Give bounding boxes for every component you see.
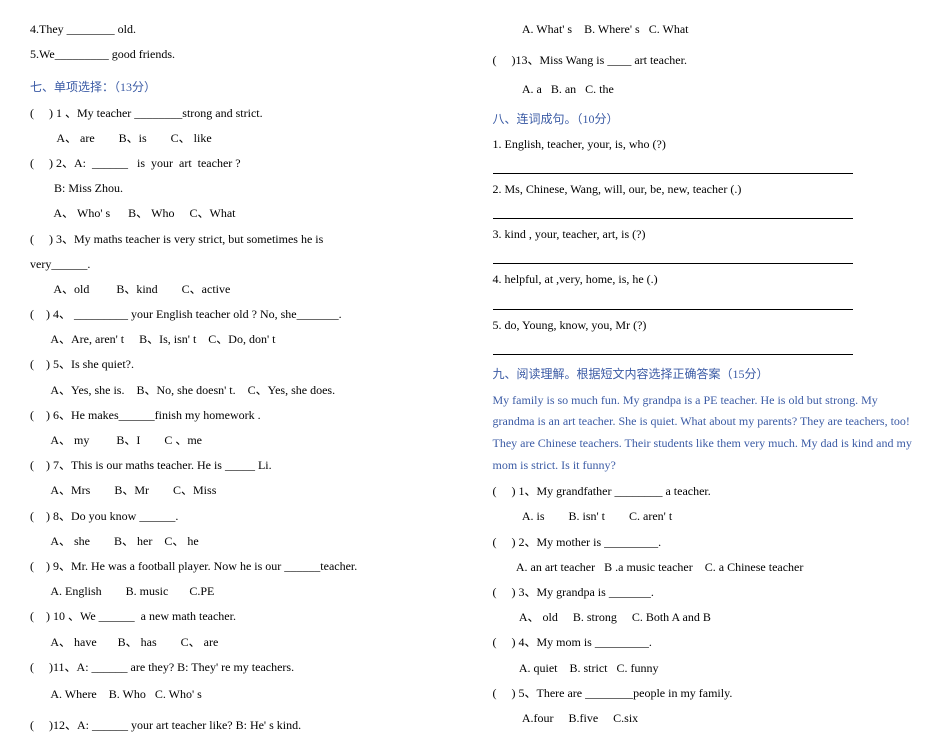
q2: ( ) 2、A: ______ is your art teacher ? — [30, 154, 453, 173]
s8-blank5 — [493, 341, 853, 355]
left-column: 4.They ________ old. 5.We_________ good … — [30, 20, 453, 648]
q9: ( ) 9、Mr. He was a football player. Now … — [30, 557, 453, 576]
q10-options: A、 have B、 has C、 are — [30, 633, 453, 652]
q10: ( ) 10 、We ______ a new math teacher. — [30, 607, 453, 626]
s8-q5: 5. do, Young, know, you, Mr (?) — [493, 316, 916, 335]
q4-options: A、Are, aren' t B、Is, isn' t C、Do, don' t — [30, 330, 453, 349]
r4: ( ) 4、My mom is _________. — [493, 633, 916, 652]
q1: ( ) 1 、My teacher ________strong and str… — [30, 104, 453, 123]
q8: ( ) 8、Do you know ______. — [30, 507, 453, 526]
q4: ( ) 4、 _________ your English teacher ol… — [30, 305, 453, 324]
q12-options: A. What' s B. Where' s C. What — [493, 20, 916, 39]
q11: ( )11、A: ______ are they? B: They' re my… — [30, 658, 453, 677]
r1: ( ) 1、My grandfather ________ a teacher. — [493, 482, 916, 501]
s8-blank4 — [493, 296, 853, 310]
q5: ( ) 5、Is she quiet?. — [30, 355, 453, 374]
q13-options: A. a B. an C. the — [493, 80, 916, 99]
q8-options: A、 she B、 her C、 he — [30, 532, 453, 551]
section-7-title: 七、单项选择：（13分） — [30, 78, 453, 97]
reading-passage: My family is so much fun. My grandpa is … — [493, 390, 916, 476]
q5-options: A、Yes, she is. B、No, she doesn' t. C、Yes… — [30, 381, 453, 400]
q7-options: A、Mrs B、Mr C、Miss — [30, 481, 453, 500]
q3: ( ) 3、My maths teacher is very strict, b… — [30, 230, 453, 249]
s8-q3: 3. kind , your, teacher, art, is (?) — [493, 225, 916, 244]
right-column: A. What' s B. Where' s C. What ( )13、Mis… — [493, 20, 916, 648]
s8-blank3 — [493, 250, 853, 264]
q3-options: A、old B、kind C、active — [30, 280, 453, 299]
q2-options: A、 Who' s B、 Who C、What — [30, 204, 453, 223]
s8-q1: 1. English, teacher, your, is, who (?) — [493, 135, 916, 154]
section-9-title: 九、阅读理解。根据短文内容选择正确答案（15分） — [493, 365, 916, 384]
r4-options: A. quiet B. strict C. funny — [493, 659, 916, 678]
s8-q4: 4. helpful, at ,very, home, is, he (.) — [493, 270, 916, 289]
r3-options: A、 old B. strong C. Both A and B — [493, 608, 916, 627]
r5-options: A.four B.five C.six — [493, 709, 916, 728]
r2-options: A. an art teacher B .a music teacher C. … — [493, 558, 916, 577]
q1-options: A、 are B、is C、 like — [30, 129, 453, 148]
s8-q2: 2. Ms, Chinese, Wang, will, our, be, new… — [493, 180, 916, 199]
r2: ( ) 2、My mother is _________. — [493, 533, 916, 552]
q9-options: A. English B. music C.PE — [30, 582, 453, 601]
q7: ( ) 7、This is our maths teacher. He is _… — [30, 456, 453, 475]
q2-b: B: Miss Zhou. — [30, 179, 453, 198]
r3: ( ) 3、My grandpa is _______. — [493, 583, 916, 602]
fill-4: 4.They ________ old. — [30, 20, 453, 39]
r5: ( ) 5、There are ________people in my fam… — [493, 684, 916, 703]
q13: ( )13、Miss Wang is ____ art teacher. — [493, 51, 916, 70]
section-8-title: 八、连词成句。（10分） — [493, 110, 916, 129]
s8-blank1 — [493, 160, 853, 174]
s8-blank2 — [493, 205, 853, 219]
fill-5: 5.We_________ good friends. — [30, 45, 453, 64]
r1-options: A. is B. isn' t C. aren' t — [493, 507, 916, 526]
q3-b: very______. — [30, 255, 453, 274]
q12: ( )12、A: ______ your art teacher like? B… — [30, 716, 453, 735]
q6: ( ) 6、He makes______finish my homework . — [30, 406, 453, 425]
q6-options: A、 my B、I C 、me — [30, 431, 453, 450]
q11-options: A. Where B. Who C. Who' s — [30, 685, 453, 704]
